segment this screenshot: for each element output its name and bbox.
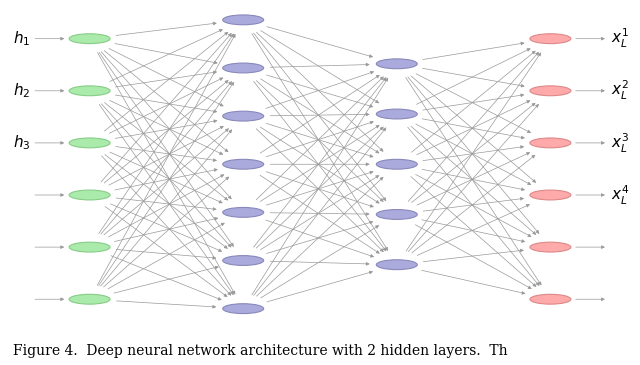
Ellipse shape [530,190,571,200]
Ellipse shape [69,86,110,96]
Ellipse shape [223,160,264,169]
Text: Figure 4.  Deep neural network architecture with 2 hidden layers.  Th: Figure 4. Deep neural network architectu… [13,344,508,358]
Ellipse shape [69,294,110,304]
Ellipse shape [530,242,571,252]
Ellipse shape [223,255,264,265]
Ellipse shape [223,15,264,25]
Ellipse shape [530,294,571,304]
Ellipse shape [223,111,264,121]
Ellipse shape [69,190,110,200]
Text: $x_L^2$: $x_L^2$ [611,79,628,103]
Ellipse shape [376,160,417,169]
Ellipse shape [530,34,571,43]
Ellipse shape [376,109,417,119]
Ellipse shape [69,34,110,43]
Ellipse shape [223,207,264,217]
Ellipse shape [223,63,264,73]
Text: $h_2$: $h_2$ [13,81,30,100]
Text: $x_L^3$: $x_L^3$ [611,131,629,154]
Text: $h_3$: $h_3$ [13,134,30,152]
Ellipse shape [376,210,417,219]
Ellipse shape [530,138,571,148]
Ellipse shape [69,242,110,252]
Ellipse shape [376,260,417,270]
Ellipse shape [223,304,264,314]
Ellipse shape [530,86,571,96]
Text: $h_1$: $h_1$ [13,29,30,48]
Text: $x_L^4$: $x_L^4$ [611,183,629,207]
Ellipse shape [376,59,417,69]
Text: $x_L^1$: $x_L^1$ [611,27,629,50]
Ellipse shape [69,138,110,148]
